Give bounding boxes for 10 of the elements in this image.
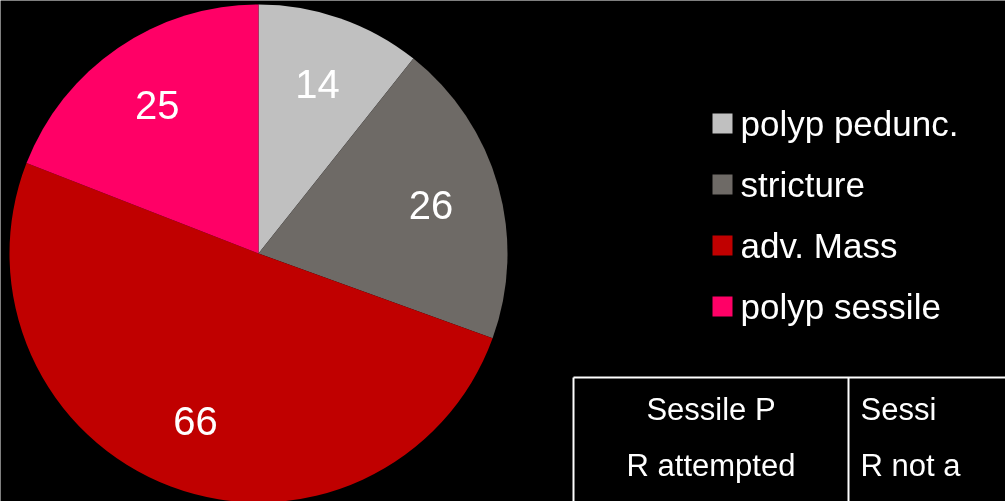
legend-label: stricture <box>740 165 865 204</box>
legend-label: polyp sessile <box>740 287 941 326</box>
data-label: 26 <box>408 182 454 227</box>
data-label: 14 <box>295 62 340 107</box>
text: Sessile P R attempted <box>626 392 796 483</box>
legend-label: adv. Mass <box>740 226 898 265</box>
legend-label: polyp pedunc. <box>740 104 959 143</box>
data-label: 25 <box>135 83 180 128</box>
text: Sessi R not a <box>860 392 962 483</box>
data-label: 66 <box>173 399 218 444</box>
